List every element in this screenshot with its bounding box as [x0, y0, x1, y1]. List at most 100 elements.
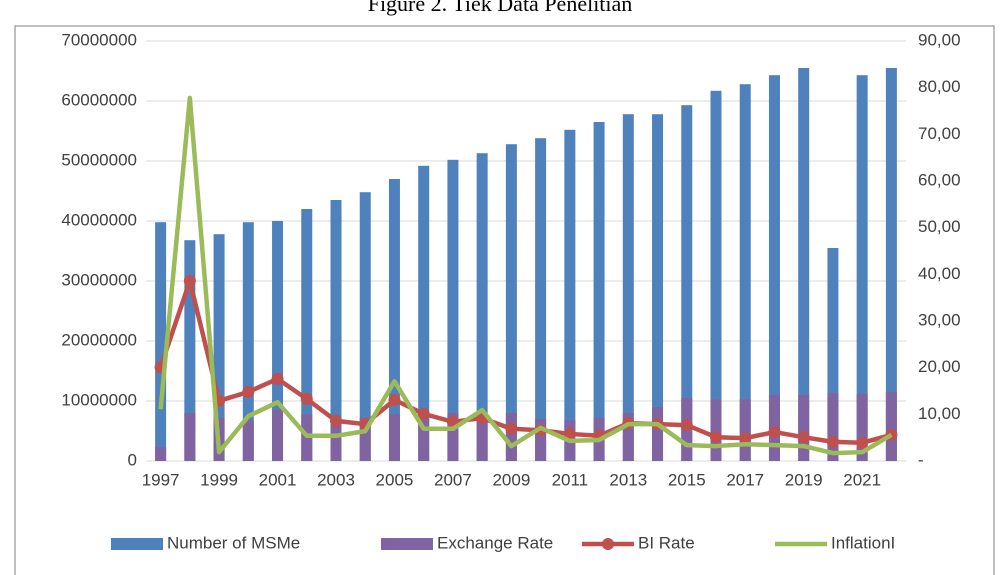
y-tick-label: 20000000: [61, 330, 137, 349]
bar: [622, 114, 634, 461]
y-tick-label: 50000000: [61, 150, 137, 169]
x-tick-label: 2003: [317, 470, 355, 489]
bar: [885, 392, 897, 461]
x-tick-label: 2001: [259, 470, 297, 489]
bar: [476, 416, 488, 461]
bar: [418, 413, 430, 461]
line-marker: [768, 426, 781, 439]
line-marker: [183, 274, 196, 287]
legend-swatch: [111, 538, 163, 550]
bar: [418, 165, 430, 462]
bar: [447, 159, 459, 462]
bar: [330, 200, 342, 461]
bar: [885, 68, 897, 461]
bar: [213, 234, 225, 461]
line: [158, 278, 892, 446]
line: [158, 95, 893, 456]
bar: [535, 419, 547, 461]
y2-tick-label: 90,00: [918, 30, 961, 49]
y-tick-label: 40000000: [61, 210, 137, 229]
bar: [593, 122, 605, 461]
bar: [505, 413, 517, 461]
x-tick-label: 2011: [552, 470, 589, 489]
bar: [710, 399, 722, 461]
chart-frame: [14, 25, 995, 575]
bar: [388, 179, 400, 461]
legend-swatch: [381, 538, 433, 550]
legend-label: Exchange Rate: [437, 533, 553, 552]
line-marker: [242, 385, 255, 398]
y2-tick-label: -: [918, 450, 924, 469]
bar: [798, 68, 810, 461]
x-tick-label: 1999: [200, 470, 238, 489]
x-tick-label: 2017: [726, 470, 764, 489]
bar: [564, 129, 576, 462]
title-band: [0, 0, 1001, 25]
bar: [681, 105, 693, 461]
bar: [652, 114, 664, 461]
x-tick-label: 2005: [376, 470, 414, 489]
y2-tick-label: 10,00: [918, 404, 961, 423]
bar: [856, 393, 868, 461]
bar: [272, 410, 284, 461]
y2-tick-label: 70,00: [918, 124, 961, 143]
y-tick-label: 60000000: [61, 90, 137, 109]
bar: [652, 407, 664, 461]
x-tick-label: 2019: [785, 470, 823, 489]
y2-tick-label: 40,00: [918, 264, 961, 283]
bar: [622, 413, 634, 461]
bar: [184, 413, 196, 461]
bar: [768, 75, 780, 461]
bar: [535, 138, 547, 461]
x-tick-label: 1997: [142, 470, 180, 489]
bar: [359, 417, 371, 461]
line-marker: [563, 427, 576, 440]
y2-tick-label: 50,00: [918, 217, 961, 236]
bar: [272, 221, 284, 461]
line-marker: [680, 419, 693, 432]
bar: [301, 209, 313, 461]
x-tick-label: 2013: [609, 470, 647, 489]
y-tick-label: 30000000: [61, 270, 137, 289]
legend-label: InflationI: [831, 533, 895, 552]
bar: [739, 84, 751, 461]
line-marker: [330, 414, 342, 427]
y2-tick-label: 80,00: [918, 77, 961, 96]
line-marker: [300, 392, 313, 405]
bar: [739, 399, 751, 461]
legend-marker: [602, 538, 614, 550]
bar: [155, 447, 167, 461]
bar: [505, 144, 517, 461]
line-marker: [388, 393, 401, 406]
bar: [827, 393, 839, 461]
line-marker: [797, 431, 810, 444]
line-marker: [710, 431, 722, 444]
bar: [184, 240, 196, 461]
bar: [242, 222, 254, 461]
chart-title: Figure 2. Tiek Data Penelitian: [368, 0, 633, 16]
bar: [359, 192, 371, 461]
line-marker: [856, 436, 869, 449]
bar: [798, 395, 810, 461]
line-marker: [505, 422, 518, 435]
y-tick-label: 0: [128, 450, 137, 469]
y2-tick-label: 20,00: [918, 357, 961, 376]
legend-label: Number of MSMe: [167, 533, 300, 552]
bar: [155, 222, 167, 461]
bar: [827, 248, 839, 461]
line-marker: [271, 372, 284, 385]
legend-label: BI Rate: [638, 533, 695, 552]
bar: [330, 420, 342, 461]
y-tick-label: 70000000: [61, 30, 137, 49]
line-marker: [417, 407, 430, 420]
bar: [388, 414, 400, 461]
y2-tick-label: 30,00: [918, 310, 961, 329]
x-tick-label: 2009: [492, 470, 530, 489]
y2-tick-label: 60,00: [918, 170, 961, 189]
bar: [710, 90, 722, 462]
bar: [476, 153, 488, 461]
bar: [856, 75, 868, 461]
x-tick-label: 2015: [668, 470, 706, 489]
x-tick-label: 2007: [434, 470, 472, 489]
